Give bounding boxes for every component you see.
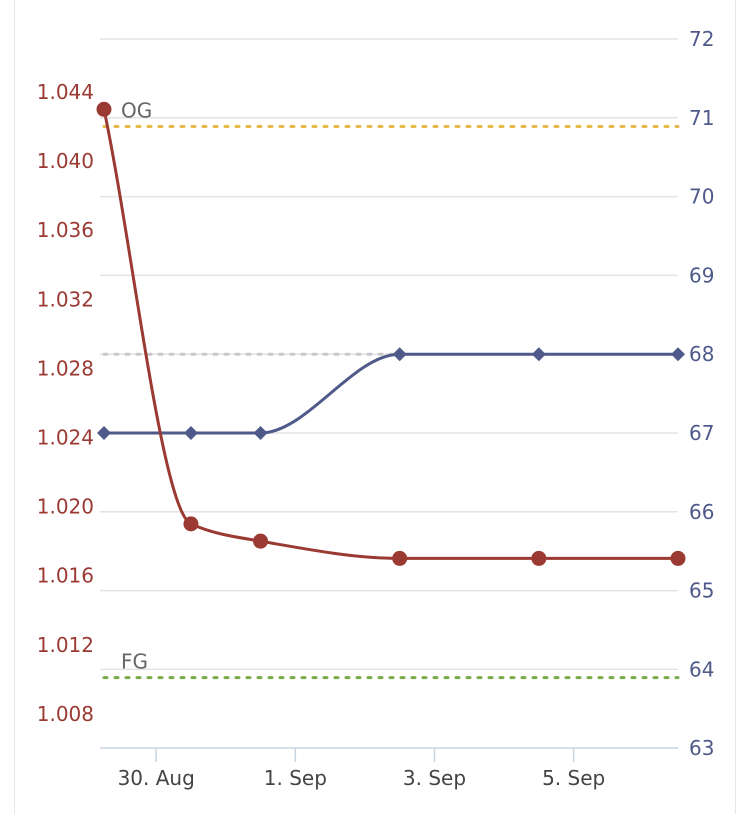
temperature-point bbox=[531, 347, 546, 362]
y-right-tick-label: 65 bbox=[689, 579, 714, 603]
x-tick-label: 1. Sep bbox=[264, 766, 327, 790]
y-left-tick-label: 1.044 bbox=[37, 80, 94, 104]
temperature-line bbox=[103, 352, 678, 435]
y-right-tick-label: 70 bbox=[689, 185, 714, 209]
y-left-tick-label: 1.028 bbox=[37, 356, 94, 380]
gravity-point bbox=[670, 550, 686, 566]
gravity-point bbox=[253, 533, 269, 549]
y-left-tick-label: 1.036 bbox=[37, 218, 94, 242]
reference-line-label: FG bbox=[121, 650, 148, 674]
x-tick-label: 3. Sep bbox=[403, 766, 466, 790]
temperature-point bbox=[253, 426, 268, 440]
gravity-point bbox=[531, 550, 547, 566]
y-left-tick-label: 1.032 bbox=[37, 287, 94, 311]
temperature-point bbox=[671, 347, 685, 362]
y-right-tick-label: 69 bbox=[689, 263, 714, 287]
y-right-tick-label: 64 bbox=[689, 657, 714, 681]
y-right-tick-label: 71 bbox=[689, 106, 714, 130]
x-tick-label: 30. Aug bbox=[118, 766, 195, 790]
y-right-tick-label: 63 bbox=[689, 736, 714, 760]
y-left-tick-label: 1.020 bbox=[37, 495, 94, 519]
temperature-point bbox=[97, 426, 111, 440]
y-left-tick-label: 1.016 bbox=[37, 564, 94, 588]
y-right-tick-label: 68 bbox=[689, 342, 714, 366]
gravity-line bbox=[102, 108, 678, 560]
gravity-point bbox=[183, 516, 199, 532]
gravity-point bbox=[96, 101, 112, 117]
chart-card bbox=[14, 0, 736, 814]
temperature-point bbox=[183, 426, 198, 440]
y-left-tick-label: 1.040 bbox=[37, 149, 94, 173]
y-right-tick-label: 67 bbox=[689, 421, 714, 445]
reference-line-label: OG bbox=[121, 99, 152, 123]
y-right-tick-label: 72 bbox=[689, 27, 714, 51]
y-left-tick-label: 1.012 bbox=[37, 633, 94, 657]
gravity-point bbox=[392, 550, 408, 566]
x-tick-label: 5. Sep bbox=[542, 766, 605, 790]
y-left-tick-label: 1.008 bbox=[37, 702, 94, 726]
y-left-tick-label: 1.024 bbox=[37, 426, 94, 450]
temperature-point bbox=[392, 347, 407, 362]
y-right-tick-label: 66 bbox=[689, 500, 714, 524]
